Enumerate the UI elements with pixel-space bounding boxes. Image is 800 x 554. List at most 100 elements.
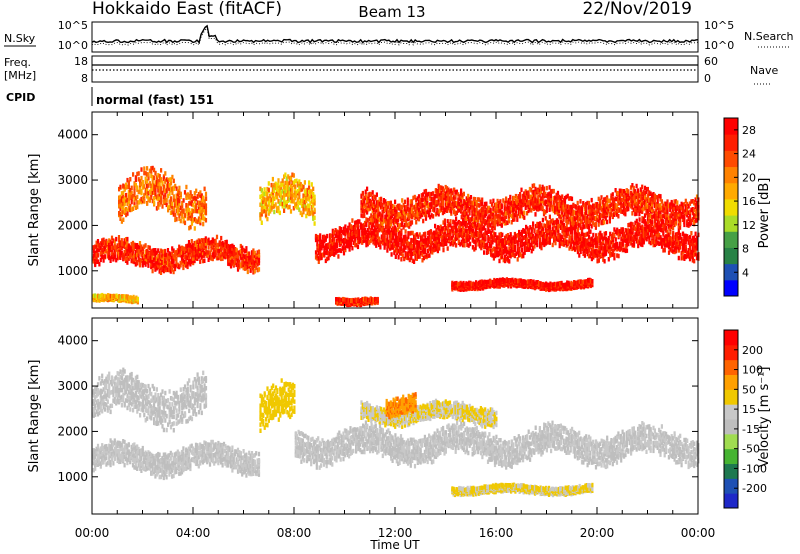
echo-cell (259, 186, 262, 192)
echo-cell (466, 237, 469, 243)
echo-cell (262, 195, 265, 201)
echo-cell (222, 242, 226, 247)
echo-cell (677, 245, 680, 251)
echo-cell (539, 230, 542, 236)
echo-cell (565, 227, 568, 232)
echo-cell (610, 252, 613, 257)
echo-cell (632, 242, 636, 247)
echo-cell (310, 199, 313, 204)
echo-cell (651, 239, 654, 245)
echo-cell (634, 232, 637, 237)
echo-cell (348, 237, 351, 242)
echo-cell (497, 235, 500, 240)
echo-cell (638, 227, 641, 232)
echo-cell (229, 258, 233, 264)
echo-cell (155, 266, 158, 271)
echo-cell (371, 218, 374, 223)
echo-cell (553, 236, 556, 242)
echo-cell (204, 243, 207, 249)
echo-cell (424, 239, 427, 244)
echo-cell (653, 218, 657, 223)
echo-cell (236, 263, 240, 269)
echo-cell (289, 175, 293, 181)
echo-cell (361, 205, 364, 210)
echo-cell (452, 242, 455, 247)
echo-cell (681, 241, 685, 246)
echo-cell (207, 250, 210, 255)
echo-cell (373, 218, 376, 224)
echo-cell (172, 269, 175, 275)
echo-cell (115, 245, 118, 250)
echo-cell (648, 223, 651, 229)
echo-cell (361, 223, 364, 229)
echo-cell (604, 231, 608, 236)
echo-cell (296, 189, 299, 194)
echo-cell (172, 254, 175, 259)
echo-cell (166, 256, 170, 261)
echo-cell (278, 201, 281, 206)
echo-cell (646, 219, 650, 224)
echo-cell (273, 196, 276, 202)
echo-cell (523, 215, 526, 220)
echo-cell (243, 248, 247, 254)
echo-cell (131, 254, 135, 259)
echo-cell (415, 232, 418, 237)
echo-cell (115, 257, 118, 263)
echo-cell (656, 227, 659, 232)
echo-cell (477, 242, 480, 247)
echo-cell (655, 241, 658, 246)
echo-cell (294, 184, 297, 189)
echo-cell (544, 234, 547, 239)
echo-cell (252, 260, 255, 266)
echo-cell (262, 191, 265, 196)
echo-cell (246, 264, 249, 270)
echo-cell (378, 197, 381, 202)
echo-cell (504, 238, 507, 244)
echo-cell (266, 191, 269, 197)
echo-cell (250, 265, 254, 271)
echo-cell (518, 247, 521, 252)
echo-cell (217, 248, 220, 253)
echo-cell (576, 239, 579, 244)
echo-cell (239, 249, 242, 254)
echo-cell (224, 240, 227, 245)
echo-cell (154, 250, 157, 255)
echo-cell (358, 238, 361, 243)
echo-cell (267, 208, 270, 214)
echo-cell (666, 232, 669, 237)
echo-cell (656, 224, 659, 229)
freq-tick-top: 18 (74, 55, 88, 68)
echo-cell (256, 260, 259, 266)
echo-cell (186, 264, 189, 270)
echo-cell (287, 181, 290, 186)
echo-cell (477, 231, 480, 236)
echo-cell (382, 206, 385, 212)
echo-cell (506, 255, 509, 261)
echo-cell (509, 232, 512, 237)
echo-cell (448, 235, 451, 240)
echo-cell (534, 238, 537, 243)
echo-cell (394, 254, 397, 259)
echo-cell (360, 200, 363, 205)
echo-cell (686, 234, 689, 239)
echo-cell (411, 238, 414, 243)
echo-cell (518, 229, 521, 235)
echo-cell (126, 240, 129, 246)
echo-cell (644, 226, 647, 231)
echo-cell (390, 245, 393, 250)
echo-cell (687, 236, 690, 241)
echo-cell (667, 245, 671, 250)
echo-cell (313, 194, 316, 200)
echo-cell (418, 243, 421, 248)
echo-cell (162, 252, 165, 257)
echo-cell (389, 218, 392, 224)
echo-cell (342, 226, 346, 232)
echo-cell (248, 262, 251, 267)
echo-cell (288, 186, 291, 192)
echo-cell (361, 208, 364, 214)
echo-cell (348, 247, 351, 252)
echo-cell (92, 245, 95, 250)
echo-cell (547, 220, 550, 226)
echo-cell (141, 180, 144, 185)
echo-cell (405, 243, 409, 248)
